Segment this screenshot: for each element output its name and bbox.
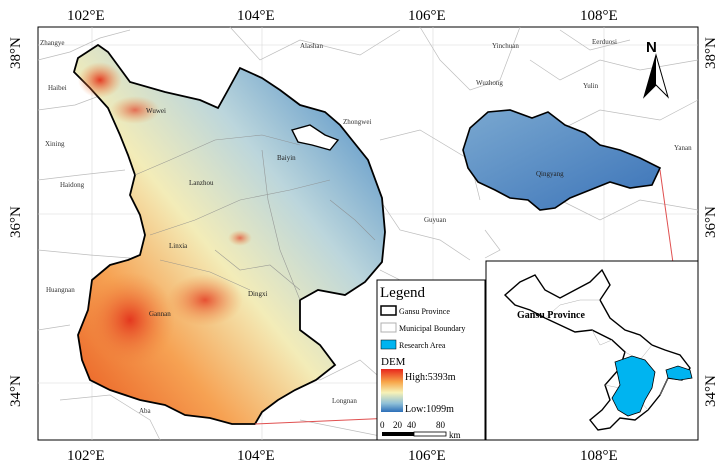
city-label: Xining xyxy=(45,140,65,148)
latitude-tick: 36°N xyxy=(703,206,719,238)
swatch-research-area xyxy=(380,339,397,350)
city-label: Yanan xyxy=(674,144,692,152)
latitude-tick: 36°N xyxy=(8,206,24,238)
legend-title: Legend xyxy=(380,285,425,301)
legend: Legend Gansu Province Municipal Boundary… xyxy=(376,279,486,441)
legend-dem-high: High:5393m xyxy=(405,372,456,383)
inset-province-label: Gansu Province xyxy=(517,310,585,321)
longitude-tick: 102°E xyxy=(67,448,105,464)
city-label: Yinchuan xyxy=(492,42,519,50)
legend-item-municipal-boundary: Municipal Boundary xyxy=(399,324,465,333)
city-label: Haibei xyxy=(48,84,67,92)
inside-city-labels: Wuwei Lanzhou Baiyin Linxia Dingxi Ganna… xyxy=(146,107,564,318)
swatch-gansu-province xyxy=(380,305,397,316)
city-label: Zhongwei xyxy=(343,118,371,126)
north-label: N xyxy=(646,39,657,56)
legend-dem-title: DEM xyxy=(381,356,406,368)
city-label: Linxia xyxy=(169,242,188,250)
latitude-tick: 38°N xyxy=(703,37,719,69)
outside-city-labels: Zhangye Haibei Xining Haidong Huangnan A… xyxy=(40,38,692,415)
city-label: Lanzhou xyxy=(189,179,214,187)
scale-tick-label: 20 xyxy=(393,420,403,430)
legend-item-gansu-province: Gansu Province xyxy=(399,307,450,316)
latitude-tick: 34°N xyxy=(703,375,719,407)
scale-tick-label: 40 xyxy=(407,420,417,430)
city-label: Gannan xyxy=(149,310,171,318)
city-label: Yulin xyxy=(583,82,599,90)
scale-tick-label: 0 xyxy=(380,420,385,430)
inset-map: Gansu Province xyxy=(485,260,699,441)
city-label: Huangnan xyxy=(46,286,75,294)
scale-tick-label: 80 xyxy=(436,420,446,430)
latitude-tick: 34°N xyxy=(8,375,24,407)
longitude-tick: 106°E xyxy=(408,448,446,464)
latitude-labels: 38°N 36°N 34°N 38°N 36°N 34°N xyxy=(8,37,719,407)
longitude-tick: 104°E xyxy=(237,8,275,24)
city-label: Haidong xyxy=(60,181,85,189)
city-label: Wuzhong xyxy=(476,79,503,87)
longitude-tick: 106°E xyxy=(408,8,446,24)
city-label: Guyuan xyxy=(424,216,447,224)
longitude-labels: 102°E 104°E 106°E 108°E 102°E 104°E 106°… xyxy=(67,8,618,464)
scale-unit: km xyxy=(449,430,461,440)
legend-item-research-area: Research Area xyxy=(399,341,446,350)
swatch-municipal-boundary xyxy=(380,322,397,333)
city-label: Wuwei xyxy=(146,107,166,115)
legend-dem-low: Low:1099m xyxy=(405,404,454,415)
research-area-qingyang xyxy=(462,109,662,211)
city-label: Alashan xyxy=(300,42,323,50)
inset-research-main xyxy=(611,355,656,417)
latitude-tick: 38°N xyxy=(8,37,24,69)
city-label: Zhangye xyxy=(40,39,65,47)
scale-bar xyxy=(382,431,447,437)
longitude-tick: 108°E xyxy=(580,448,618,464)
longitude-tick: 104°E xyxy=(237,448,275,464)
dem-color-ramp xyxy=(381,369,403,412)
inset-research-qingyang xyxy=(665,365,693,381)
city-label: Qingyang xyxy=(536,170,564,178)
city-label: Dingxi xyxy=(248,290,268,298)
city-label: Aba xyxy=(139,407,152,415)
city-label: Longnan xyxy=(332,397,357,405)
city-label: Baiyin xyxy=(277,154,296,162)
research-area-main xyxy=(72,43,386,425)
longitude-tick: 102°E xyxy=(67,8,105,24)
city-label: Eerduosi xyxy=(592,38,617,46)
longitude-tick: 108°E xyxy=(580,8,618,24)
north-arrow: N xyxy=(642,39,670,99)
